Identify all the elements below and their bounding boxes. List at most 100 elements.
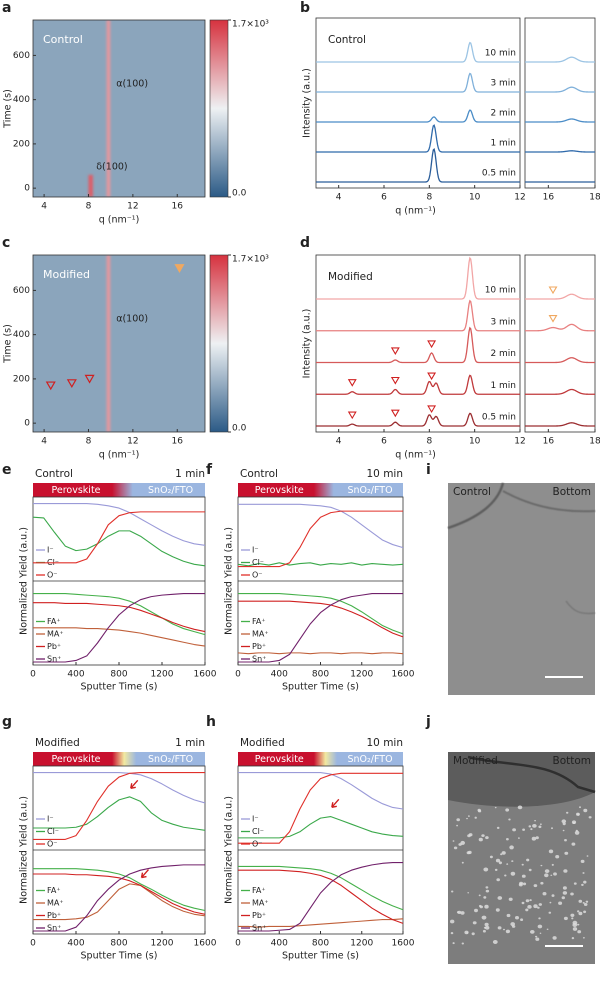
marker-triangle [427, 372, 437, 381]
panel-letter: i [426, 462, 431, 478]
panel-letter: d [300, 235, 310, 251]
particle [483, 896, 487, 899]
profile-line [33, 873, 206, 915]
particle [500, 853, 503, 856]
particle [478, 904, 482, 908]
particle [526, 858, 530, 862]
particle [572, 920, 578, 925]
y-axis-label: Time (s) [3, 324, 14, 364]
layer-label: SnO₂/FTO [148, 485, 193, 496]
x-tick-label: 1600 [194, 939, 217, 949]
particle [456, 911, 460, 914]
trace-label: 3 min [490, 317, 516, 327]
particle [511, 860, 514, 862]
particle [535, 935, 538, 938]
particle [572, 821, 576, 825]
marker-triangle [548, 286, 558, 295]
legend-label: MA⁺ [47, 899, 64, 908]
annotation: δ(100) [96, 162, 127, 173]
profile-line [238, 869, 404, 924]
profile-line [238, 772, 403, 844]
arrow [140, 869, 150, 879]
legend-label: Pb⁺ [252, 642, 266, 651]
grain-boundary [502, 490, 596, 513]
layer-bar [238, 752, 403, 766]
particle [525, 908, 529, 912]
header-right: 1 min [175, 737, 205, 749]
x-tick-label: 4 [41, 202, 47, 212]
panel-letter: h [206, 714, 216, 730]
particle [530, 930, 535, 934]
particle [494, 806, 497, 809]
heatmap-background [33, 255, 205, 432]
particle [580, 859, 585, 864]
image-label: Bottom [552, 486, 591, 498]
profile-line [33, 771, 205, 840]
trace-label: 1 min [490, 381, 516, 391]
marker-triangle [390, 409, 400, 418]
particle [506, 913, 511, 918]
trace-label: 0.5 min [482, 169, 516, 179]
diffraction-trace [525, 293, 595, 300]
legend-label: FA⁺ [252, 617, 266, 626]
particle [521, 901, 525, 905]
particle [586, 855, 589, 857]
particle [563, 869, 568, 873]
particle [583, 903, 588, 906]
x-tick-label: 18 [589, 193, 600, 203]
panel-label: Control [43, 33, 83, 46]
marker-triangle [390, 376, 400, 385]
particle [484, 904, 489, 909]
particle [570, 913, 575, 917]
axes-frame [32, 254, 206, 433]
particle [583, 910, 587, 914]
panel-label: Modified [328, 271, 373, 283]
particle [535, 836, 539, 840]
particle [566, 811, 569, 814]
panel-letter: g [2, 714, 12, 730]
particle [498, 861, 502, 865]
y-axis-label: Normalized Yield (a.u.) [19, 796, 30, 904]
particle [528, 825, 532, 828]
particle [496, 826, 500, 830]
particle [571, 842, 576, 846]
particle [583, 808, 588, 813]
profile-line [238, 865, 404, 911]
legend-label: Sn⁺ [252, 924, 266, 933]
profile-line [238, 816, 404, 839]
particle [549, 901, 552, 904]
particle [562, 891, 568, 895]
legend-label: FA⁺ [47, 617, 61, 626]
panel-label: Modified [43, 268, 90, 281]
particle [510, 871, 516, 876]
particle [578, 899, 583, 903]
legend-label: Pb⁺ [47, 911, 61, 920]
x-tick-label: 10 [469, 437, 481, 447]
diffraction-trace [525, 388, 595, 395]
diffraction-trace [316, 412, 520, 427]
axes-frame [315, 17, 521, 189]
legend-label: Pb⁺ [47, 642, 61, 651]
particle [548, 911, 552, 914]
legend-label: I⁻ [252, 546, 259, 555]
x-tick-label: 0 [235, 670, 241, 680]
particle [535, 937, 540, 941]
particle [453, 846, 458, 850]
heatmap-background [33, 20, 205, 197]
colorbar-tick-label: 1.7×10³ [232, 255, 269, 265]
panel-letter: j [425, 714, 431, 730]
profile-line [33, 868, 206, 912]
particle [521, 874, 526, 878]
particle [520, 918, 524, 921]
annotation: α(100) [116, 79, 148, 90]
particle [581, 883, 584, 887]
profile-line [33, 796, 206, 831]
particle [578, 911, 583, 916]
x-axis-label: Sputter Time (s) [81, 951, 158, 962]
diffraction-trace [316, 374, 520, 395]
particle [561, 896, 565, 900]
x-tick-label: 0 [30, 670, 36, 680]
particle [510, 922, 515, 927]
arrow [331, 798, 340, 808]
x-tick-label: 400 [67, 670, 84, 680]
